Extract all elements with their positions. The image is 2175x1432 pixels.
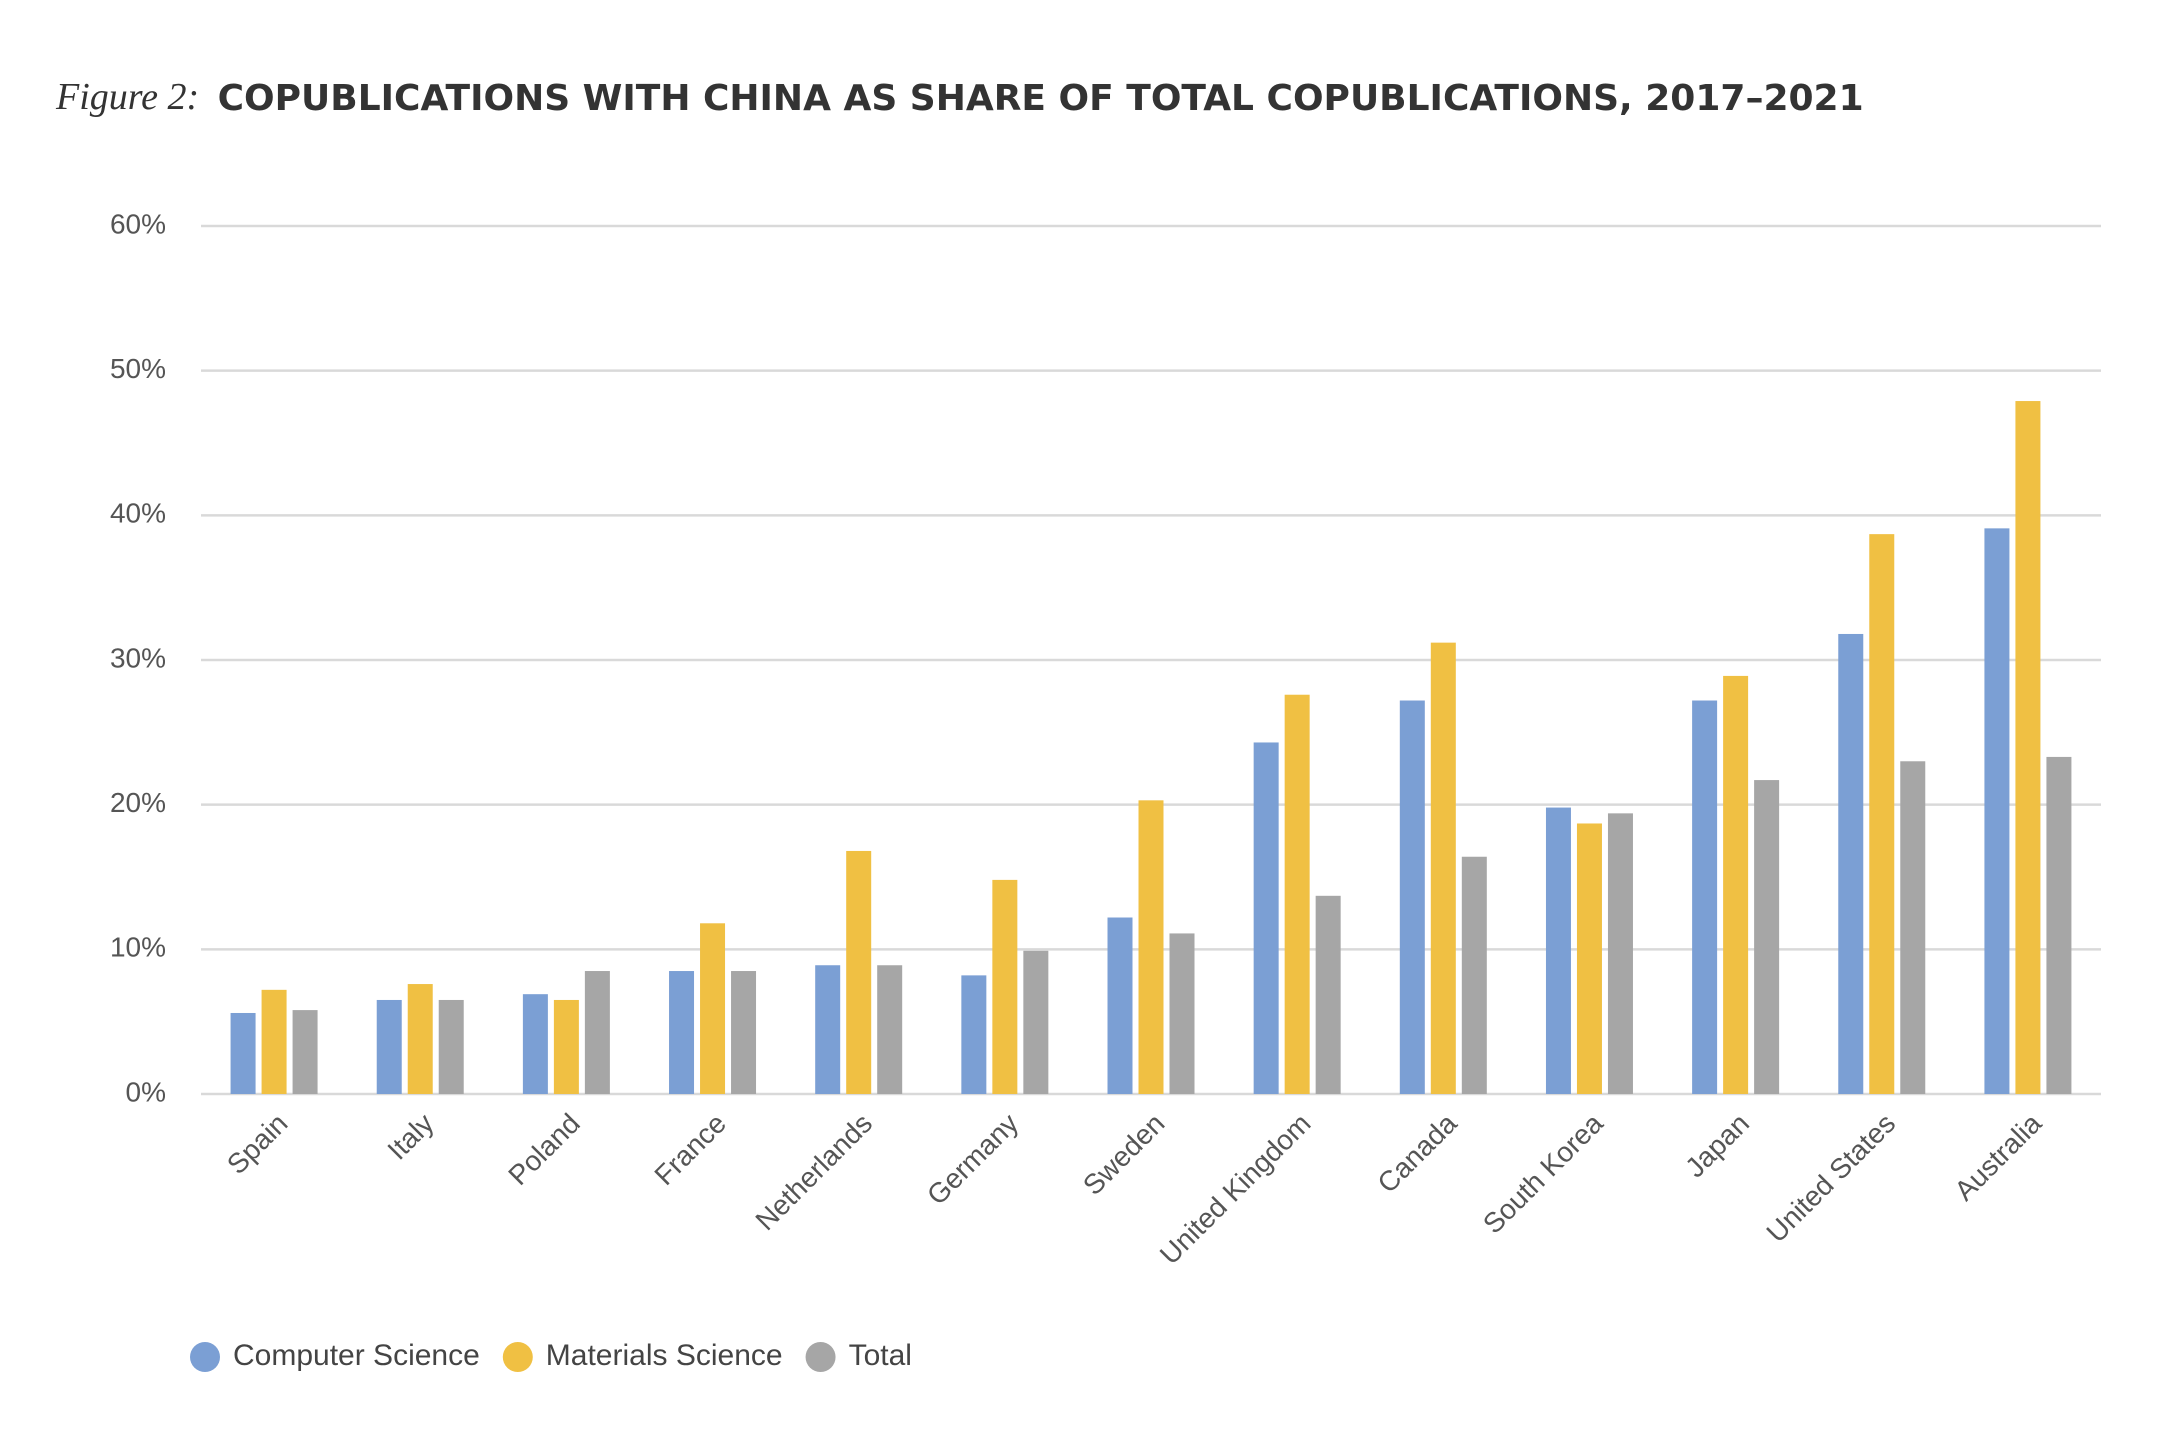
x-tick-label: Poland bbox=[502, 1108, 586, 1192]
bar bbox=[1545, 807, 1571, 1094]
y-tick-label: 20% bbox=[110, 787, 166, 818]
y-tick-label: 60% bbox=[110, 208, 166, 239]
figure-label: Figure 2: bbox=[55, 76, 199, 118]
bar bbox=[1900, 761, 1926, 1094]
legend-swatch bbox=[190, 1342, 220, 1372]
y-tick-label: 30% bbox=[110, 642, 166, 673]
legend-swatch bbox=[805, 1342, 836, 1372]
bar bbox=[1169, 933, 1195, 1094]
bar bbox=[584, 971, 610, 1094]
bar bbox=[1692, 700, 1718, 1094]
x-tick-label: Spain bbox=[221, 1108, 294, 1181]
bar bbox=[1576, 823, 1602, 1094]
chart-heading: Figure 2: COPUBLICATIONS WITH CHINA AS S… bbox=[55, 76, 1864, 119]
x-tick-label: Sweden bbox=[1077, 1108, 1170, 1201]
x-tick-label: France bbox=[648, 1108, 732, 1192]
bar bbox=[1838, 633, 1864, 1094]
bar bbox=[1399, 700, 1425, 1094]
y-tick-label: 0% bbox=[126, 1076, 166, 1107]
bar bbox=[230, 1012, 256, 1094]
bar bbox=[553, 999, 579, 1094]
bar bbox=[1607, 813, 1633, 1094]
legend-swatch bbox=[502, 1342, 533, 1372]
bar bbox=[1984, 528, 2010, 1094]
x-tick-label: Germany bbox=[921, 1108, 1024, 1211]
bar bbox=[1723, 675, 1749, 1094]
bar bbox=[815, 965, 841, 1094]
x-tick-label: Netherlands bbox=[749, 1108, 878, 1237]
bar bbox=[1754, 780, 1780, 1094]
bar bbox=[1869, 534, 1895, 1094]
bar bbox=[1315, 895, 1341, 1094]
x-tick-label: Canada bbox=[1371, 1107, 1463, 1199]
bar bbox=[1107, 917, 1133, 1094]
bar bbox=[261, 989, 287, 1094]
y-tick-label: 10% bbox=[110, 932, 166, 963]
y-tick-label: 40% bbox=[110, 498, 166, 529]
bar bbox=[522, 994, 548, 1094]
bar bbox=[1430, 642, 1456, 1094]
y-tick-label: 50% bbox=[110, 353, 166, 384]
x-tick-label: United States bbox=[1760, 1108, 1901, 1249]
bar bbox=[376, 999, 402, 1094]
x-tick-label: Japan bbox=[1679, 1108, 1755, 1184]
bar bbox=[669, 971, 695, 1094]
bar bbox=[2046, 756, 2072, 1094]
bar bbox=[1284, 694, 1310, 1094]
bar bbox=[1138, 800, 1164, 1094]
chart-title: COPUBLICATIONS WITH CHINA AS SHARE OF TO… bbox=[218, 78, 1864, 119]
legend-label: Total bbox=[849, 1339, 912, 1372]
x-tick-label: United Kingdom bbox=[1154, 1108, 1317, 1271]
legend-label: Computer Science bbox=[233, 1339, 480, 1372]
bar bbox=[2015, 401, 2041, 1095]
bar bbox=[292, 1010, 318, 1094]
bar bbox=[1023, 950, 1049, 1094]
legend-label: Materials Science bbox=[546, 1339, 783, 1372]
bar bbox=[846, 850, 872, 1094]
bar bbox=[1253, 742, 1279, 1094]
x-tick-label: Italy bbox=[381, 1108, 439, 1166]
x-tick-label: South Korea bbox=[1477, 1107, 1609, 1239]
bar bbox=[407, 984, 433, 1094]
bar bbox=[961, 975, 987, 1094]
bar bbox=[877, 965, 903, 1094]
bar bbox=[700, 923, 726, 1094]
bar bbox=[1461, 856, 1487, 1094]
bar bbox=[992, 879, 1018, 1094]
x-tick-label: Australia bbox=[1948, 1107, 2047, 1206]
bar bbox=[731, 971, 757, 1094]
bar bbox=[438, 999, 464, 1094]
